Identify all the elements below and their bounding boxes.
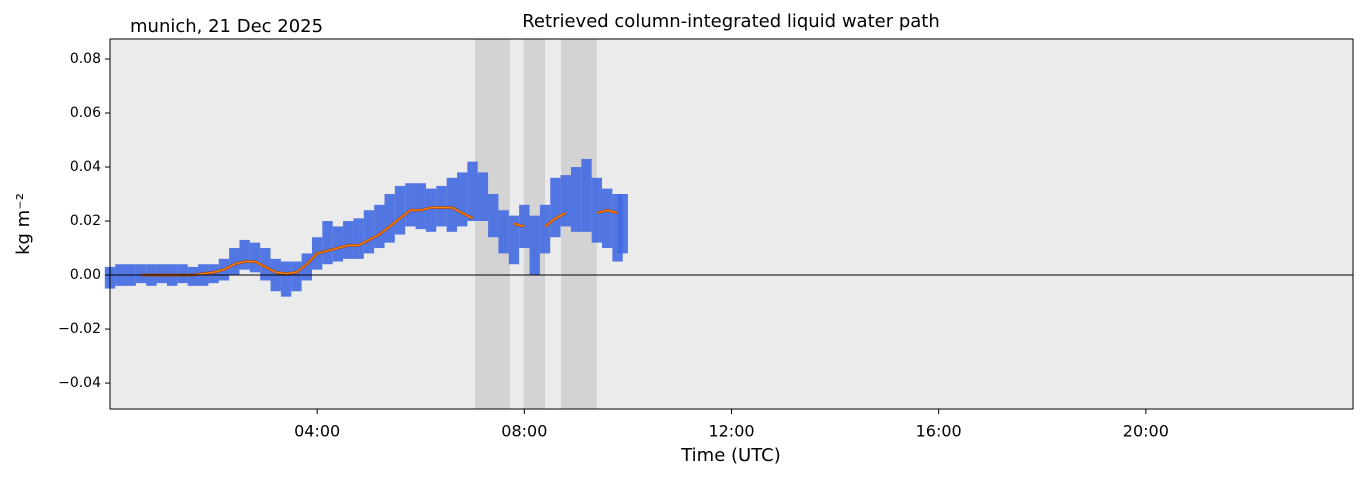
data-band: [301, 253, 312, 281]
data-band: [156, 264, 167, 284]
data-band: [560, 175, 571, 227]
data-band: [436, 185, 447, 227]
data-band: [394, 185, 406, 235]
data-band: [570, 167, 582, 232]
data-band: [457, 172, 468, 227]
y-tick-label: 0.04: [70, 159, 101, 175]
data-band: [498, 210, 509, 254]
data-band: [591, 177, 603, 243]
data-band: [529, 215, 540, 276]
data-band: [425, 188, 437, 232]
data-band: [602, 188, 613, 249]
data-band: [415, 183, 426, 230]
data-band: [467, 161, 478, 222]
data-band: [581, 158, 592, 232]
x-axis-label: Time (UTC): [680, 445, 781, 466]
x-tick-label: 20:00: [1123, 422, 1169, 441]
y-axis-label: kg m⁻²: [13, 193, 34, 255]
data-band: [405, 183, 416, 227]
data-band: [353, 218, 364, 259]
x-tick-label: 16:00: [916, 422, 962, 441]
y-tick-label: 0.06: [70, 105, 101, 121]
data-band: [177, 264, 188, 284]
plot-background: [110, 39, 1353, 409]
data-band: [229, 248, 240, 276]
data-band: [260, 248, 271, 281]
y-tick-label: 0.00: [70, 267, 101, 283]
data-band: [208, 264, 219, 284]
data-band: [550, 177, 561, 238]
data-band: [374, 204, 385, 249]
data-band: [477, 172, 489, 222]
data-band: [384, 194, 395, 243]
data-band: [332, 226, 344, 262]
chart-title: Retrieved column-integrated liquid water…: [522, 11, 940, 32]
data-band: [239, 239, 250, 270]
y-tick-label: −0.02: [58, 321, 101, 337]
data-band: [322, 221, 333, 265]
y-tick-label: 0.08: [70, 51, 101, 67]
x-tick-label: 04:00: [294, 422, 340, 441]
data-band: [488, 194, 499, 238]
y-tick-label: −0.04: [58, 375, 101, 391]
data-band: [363, 210, 375, 254]
data-band: [617, 194, 628, 254]
data-band: [343, 221, 354, 259]
data-band: [291, 261, 302, 292]
data-band: [280, 261, 292, 297]
data-band: [508, 215, 520, 265]
data-band: [187, 266, 199, 286]
x-tick-label: 12:00: [708, 422, 754, 441]
smoothed-line: [141, 206, 618, 276]
data-band: [135, 264, 147, 284]
data-band: [249, 242, 261, 273]
data-band: [446, 177, 458, 232]
data-band: [519, 204, 530, 249]
data-band: [539, 204, 551, 254]
subtitle: munich, 21 Dec 2025: [130, 16, 323, 37]
x-tick-label: 08:00: [501, 422, 547, 441]
y-tick-label: 0.02: [70, 213, 101, 229]
